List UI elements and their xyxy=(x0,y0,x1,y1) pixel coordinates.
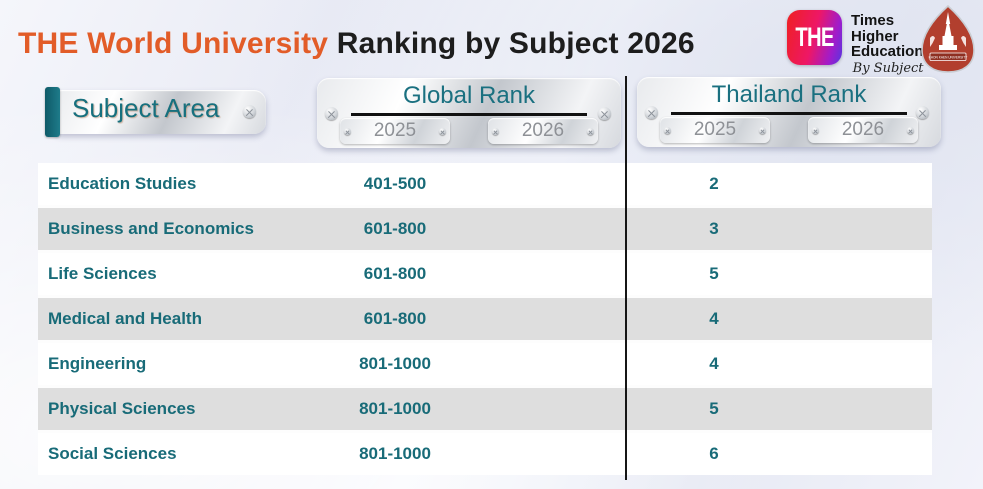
screw-icon xyxy=(907,127,914,134)
screw-icon xyxy=(492,128,499,135)
thailand-rank-2025-cell: 4 xyxy=(709,354,719,373)
year-label: 2025 xyxy=(373,120,417,141)
global-rank-2025-cell: 801-1000 xyxy=(359,444,431,463)
thailand-rank-2025-cell: 5 xyxy=(709,399,719,418)
screw-icon xyxy=(645,106,658,119)
subject-cell: Engineering xyxy=(48,354,147,373)
crest-stupa-spire xyxy=(944,12,952,36)
screw-icon xyxy=(664,127,671,134)
the-wordmark-line: Higher xyxy=(851,27,899,45)
thailand-rank-year-2025-plate: 2025 xyxy=(660,117,770,143)
year-label: 2025 xyxy=(693,119,737,140)
thailand-rank-2025-cell: 4 xyxy=(709,309,719,328)
year-label: 2026 xyxy=(521,120,565,141)
subject-cell: Social Sciences xyxy=(48,444,177,463)
subject-cell: Medical and Health xyxy=(48,309,202,328)
screw-icon xyxy=(344,128,351,135)
the-logo-text: THE xyxy=(795,22,834,52)
global-rank-2025-cell: 401-500 xyxy=(363,174,427,193)
screw-icon xyxy=(587,128,594,135)
screw-icon xyxy=(439,128,446,135)
teal-accent-bar xyxy=(45,87,60,137)
times-higher-education-wordmark: Times Higher Education By Subject xyxy=(851,13,924,76)
the-wordmark-line: Education xyxy=(851,43,924,60)
global-rank-2025-cell: 801-1000 xyxy=(359,354,431,373)
screw-icon xyxy=(759,127,766,134)
thailand-rank-header-label: Thailand Rank xyxy=(711,81,867,108)
screw-icon xyxy=(598,107,611,120)
global-rank-2025-cell: 601-800 xyxy=(363,309,427,328)
subject-cell: Business and Economics xyxy=(48,219,254,238)
screw-icon xyxy=(916,106,929,119)
screw-icon xyxy=(812,127,819,134)
the-logo: THE xyxy=(787,10,842,65)
table-row: Engineering 801-1000 4 xyxy=(38,343,932,385)
page-title-highlight: THE World University xyxy=(18,27,329,60)
page-title-rest: Ranking by Subject 2026 xyxy=(328,27,695,60)
global-rank-year-2026-plate: 2026 xyxy=(488,118,598,144)
thailand-rank-header-plate: Thailand Rank 2025 2026 xyxy=(637,77,941,147)
screw-icon xyxy=(243,105,256,118)
table-row: Education Studies 401-500 2 xyxy=(38,163,932,205)
global-rank-2025-cell: 601-800 xyxy=(363,264,427,283)
table-row: Physical Sciences 801-1000 5 xyxy=(38,388,932,430)
table-row: Medical and Health 601-800 4 xyxy=(38,298,932,340)
subject-area-header-label: Subject Area xyxy=(72,93,220,123)
table-row: Life Sciences 601-800 5 xyxy=(38,253,932,295)
global-rank-2025-cell: 601-800 xyxy=(363,219,427,238)
subject-cell: Physical Sciences xyxy=(48,399,196,418)
global-rank-header-plate: Global Rank 2025 2026 xyxy=(317,78,621,148)
by-subject-script: By Subject xyxy=(852,60,924,76)
thailand-rank-year-2026-plate: 2026 xyxy=(808,117,918,143)
thailand-rank-2025-cell: 3 xyxy=(709,219,719,238)
subject-cell: Life Sciences xyxy=(48,264,157,283)
table-row: Business and Economics 601-800 3 xyxy=(38,208,932,250)
thailand-rank-2025-cell: 2 xyxy=(709,174,719,193)
the-wordmark-line: Times xyxy=(851,12,895,29)
page-title: THE World University Ranking by Subject … xyxy=(18,27,695,61)
global-rank-year-2025-plate: 2025 xyxy=(340,118,450,144)
global-rank-header-label: Global Rank xyxy=(402,82,536,109)
university-crest-logo: KHON KAEN UNIVERSITY xyxy=(921,5,975,73)
crest-banner-text: KHON KAEN UNIVERSITY xyxy=(929,55,969,59)
header-underline xyxy=(351,113,587,116)
thailand-rank-2025-cell: 6 xyxy=(709,444,719,463)
table-rows: Education Studies 401-500 2 Business and… xyxy=(38,163,932,475)
subject-area-header-plate: Subject Area xyxy=(50,90,266,134)
column-divider-line xyxy=(625,76,627,480)
screw-icon xyxy=(325,107,338,120)
thailand-rank-2025-cell: 5 xyxy=(709,264,719,283)
table-row: Social Sciences 801-1000 6 xyxy=(38,433,932,475)
subject-cell: Education Studies xyxy=(48,174,197,193)
header-underline xyxy=(671,112,907,115)
year-label: 2026 xyxy=(841,119,885,140)
global-rank-2025-cell: 801-1000 xyxy=(359,399,431,418)
